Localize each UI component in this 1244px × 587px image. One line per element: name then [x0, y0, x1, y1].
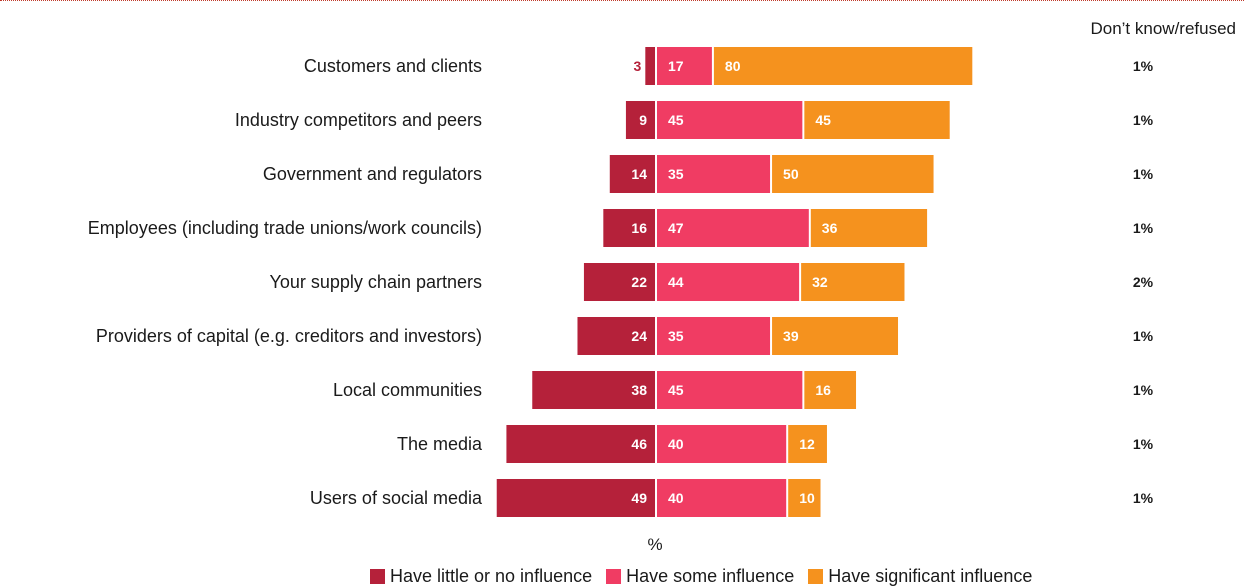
legend-label: Have some influence	[626, 566, 795, 586]
legend-swatch	[808, 569, 824, 584]
dont-know-value: 1%	[1133, 328, 1154, 344]
dont-know-value: 2%	[1133, 274, 1154, 290]
value-label-some-influence: 35	[668, 166, 684, 182]
category-label: Industry competitors and peers	[235, 110, 482, 130]
bar-little-influence	[532, 371, 655, 409]
dont-know-header: Don’t know/refused	[1090, 19, 1236, 38]
value-label-little-influence: 14	[631, 166, 647, 182]
value-label-significant-influence: 36	[822, 220, 838, 236]
bar-little-influence	[583, 263, 655, 301]
value-label-little-influence: 46	[631, 436, 647, 452]
bar-little-influence	[496, 479, 655, 517]
dont-know-value: 1%	[1133, 58, 1154, 74]
legend-item-significant-influence: Have significant influence	[808, 566, 1032, 587]
value-label-some-influence: 44	[668, 274, 684, 290]
value-label-significant-influence: 45	[815, 112, 831, 128]
dont-know-value: 1%	[1133, 112, 1154, 128]
value-label-little-influence: 9	[639, 112, 647, 128]
chart-legend: Have little or no influence Have some in…	[370, 566, 1032, 587]
value-label-little-influence: 16	[631, 220, 647, 236]
chart-rows: Customers and clients 3 17 80 1% Industry com…	[88, 47, 1154, 517]
bar-some-influence	[657, 425, 787, 463]
bar-little-influence	[609, 155, 655, 193]
bar-little-influence	[603, 209, 655, 247]
bar-significant-influence	[804, 101, 950, 139]
bar-some-influence	[657, 155, 771, 193]
value-label-significant-influence: 16	[815, 382, 831, 398]
value-label-little-influence: 24	[631, 328, 647, 344]
bar-significant-influence	[804, 371, 857, 409]
bar-significant-influence	[788, 479, 821, 517]
value-label-some-influence: 45	[668, 112, 684, 128]
value-label-some-influence: 47	[668, 220, 684, 236]
value-label-little-influence: 3	[634, 58, 642, 74]
dont-know-value: 1%	[1133, 436, 1154, 452]
value-label-little-influence: 22	[631, 274, 647, 290]
bar-little-influence	[645, 47, 655, 85]
value-label-significant-influence: 32	[812, 274, 828, 290]
bar-significant-influence	[788, 425, 827, 463]
dont-know-value: 1%	[1133, 382, 1154, 398]
category-label: Your supply chain partners	[270, 272, 482, 292]
bar-significant-influence	[810, 209, 928, 247]
bar-some-influence	[657, 371, 803, 409]
category-label: Government and regulators	[263, 164, 482, 184]
value-label-some-influence: 40	[668, 490, 684, 506]
bar-significant-influence	[801, 263, 905, 301]
value-label-significant-influence: 39	[783, 328, 799, 344]
bar-some-influence	[657, 317, 771, 355]
value-label-some-influence: 17	[668, 58, 684, 74]
bar-some-influence	[657, 479, 787, 517]
category-label: Users of social media	[310, 488, 483, 508]
value-label-significant-influence: 80	[725, 58, 741, 74]
legend-swatch	[370, 569, 385, 584]
value-label-some-influence: 40	[668, 436, 684, 452]
axis-unit-label: %	[647, 535, 662, 554]
dont-know-value: 1%	[1133, 166, 1154, 182]
category-label: Customers and clients	[304, 56, 482, 76]
bar-little-influence	[625, 101, 655, 139]
top-dotted-rule	[0, 0, 1244, 1]
bar-some-influence	[657, 47, 712, 85]
bar-significant-influence	[772, 155, 934, 193]
legend-label: Have significant influence	[828, 566, 1033, 586]
bar-little-influence	[577, 317, 655, 355]
bar-significant-influence	[772, 317, 899, 355]
category-label: Employees (including trade unions/work c…	[88, 218, 482, 238]
category-label: The media	[397, 434, 483, 454]
value-label-significant-influence: 12	[799, 436, 815, 452]
diverging-bar-chart: Don’t know/refused Customers and clients…	[88, 19, 1236, 554]
value-label-little-influence: 38	[631, 382, 647, 398]
legend-item-some-influence: Have some influence	[606, 566, 794, 587]
legend-label: Have little or no influence	[390, 566, 593, 586]
bar-some-influence	[657, 209, 809, 247]
bar-some-influence	[657, 263, 800, 301]
legend-swatch	[606, 569, 622, 584]
legend-item-little-influence: Have little or no influence	[370, 566, 592, 587]
value-label-significant-influence: 10	[799, 490, 815, 506]
dont-know-value: 1%	[1133, 490, 1154, 506]
value-label-little-influence: 49	[631, 490, 647, 506]
value-label-some-influence: 35	[668, 328, 684, 344]
category-label: Providers of capital (e.g. creditors and…	[96, 326, 482, 346]
category-label: Local communities	[333, 380, 482, 400]
bar-little-influence	[506, 425, 655, 463]
bar-significant-influence	[713, 47, 973, 85]
dont-know-value: 1%	[1133, 220, 1154, 236]
value-label-significant-influence: 50	[783, 166, 799, 182]
value-label-some-influence: 45	[668, 382, 684, 398]
bar-some-influence	[657, 101, 803, 139]
